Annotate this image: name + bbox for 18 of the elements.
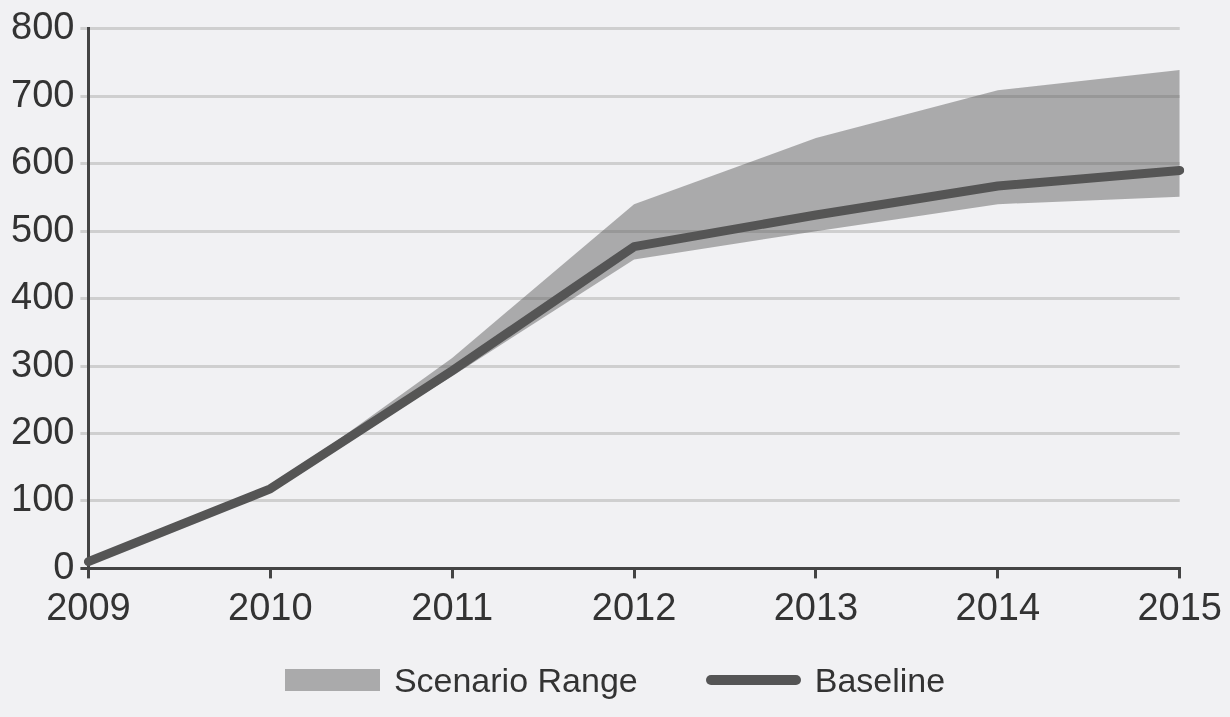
text: Scenario Range — [393, 660, 638, 700]
x-tick-label: 2010 — [228, 585, 313, 628]
y-tick-label: 0 — [53, 544, 75, 587]
y-tick-label: 300 — [11, 342, 75, 385]
x-tick-label: 2012 — [591, 585, 677, 628]
x-tick-label: 2009 — [46, 585, 131, 628]
y-tick-label: 200 — [11, 409, 75, 452]
y-tick-label: 700 — [11, 72, 75, 115]
legend-label: Baseline — [814, 660, 946, 700]
y-tick-label: 100 — [11, 477, 75, 520]
x-tick-label: 2011 — [411, 585, 494, 628]
y-tick-label: 800 — [11, 5, 75, 48]
y-tick-label: 400 — [11, 275, 75, 318]
x-tick-label: 2014 — [955, 585, 1041, 628]
y-tick-label: 500 — [11, 207, 75, 250]
x-tick-label: 2015 — [1137, 585, 1223, 628]
x-tick-label: 2013 — [773, 585, 859, 628]
y-tick-label: 600 — [11, 140, 75, 183]
